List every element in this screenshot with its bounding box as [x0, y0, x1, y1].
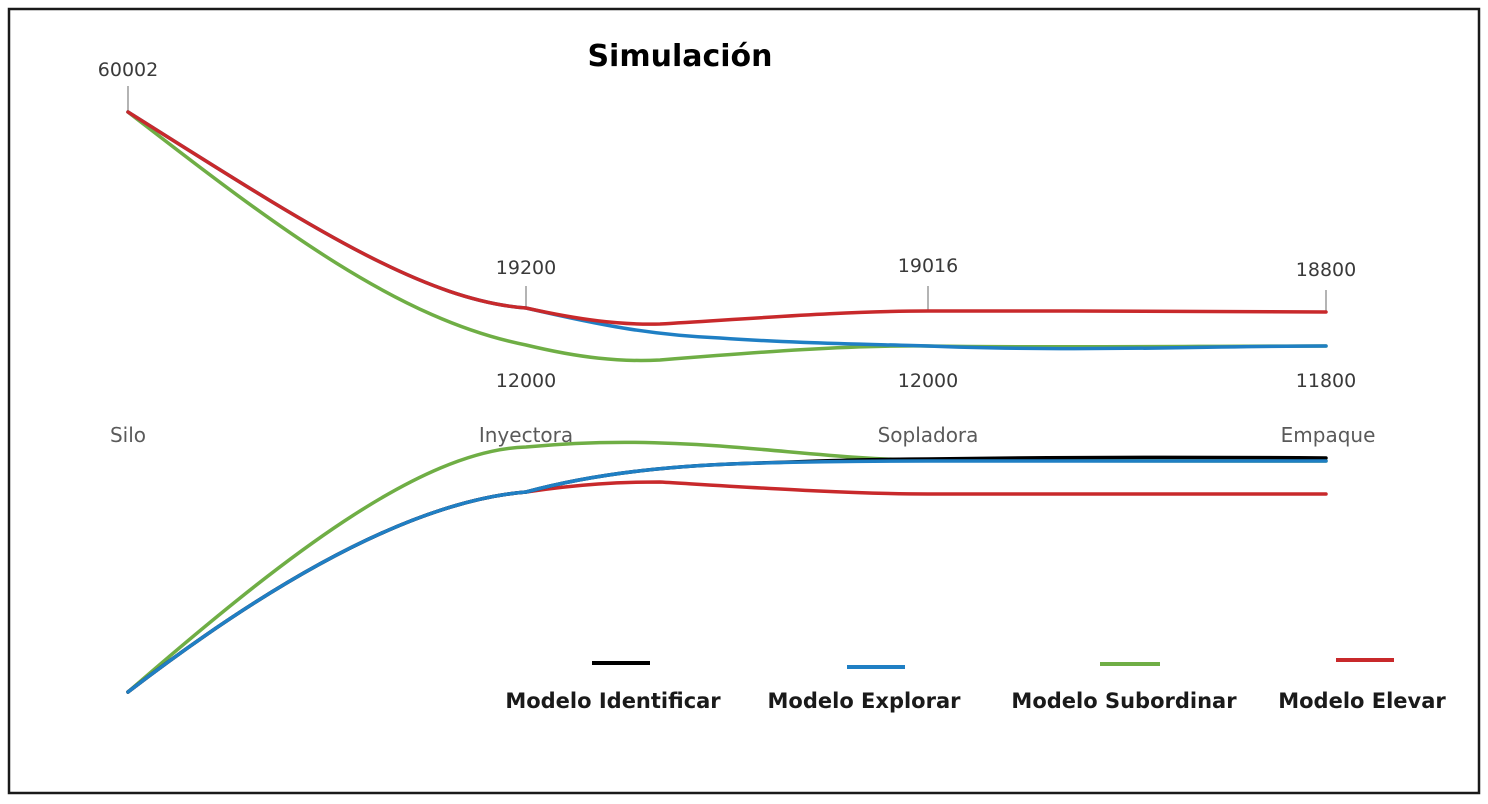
stage-label-silo: Silo [110, 423, 146, 447]
series-explorar-lower [126, 459, 1328, 694]
upper-label-empaque: 18800 [1296, 259, 1356, 281]
lower-label-empaque: 11800 [1296, 370, 1356, 392]
legend-label-explorar: Modelo Explorar [768, 689, 962, 713]
chart-frame [7, 7, 1481, 795]
chart-title: Simulación [587, 39, 772, 74]
legend-label-elevar: Modelo Elevar [1278, 689, 1446, 713]
legend-label-subordinar: Modelo Subordinar [1011, 689, 1237, 713]
series-elevar-upper [126, 110, 1328, 326]
upper-label-sopladora: 19016 [898, 255, 958, 277]
lower-label-inyectora: 12000 [496, 370, 556, 392]
legend: Modelo Identificar Modelo Explorar Model… [505, 658, 1446, 713]
stage-label-empaque: Empaque [1281, 423, 1376, 447]
stage-label-sopladora: Sopladora [878, 423, 979, 447]
legend-label-identificar: Modelo Identificar [505, 689, 721, 713]
lower-label-sopladora: 12000 [898, 370, 958, 392]
upper-label-silo: 60002 [98, 59, 158, 81]
upper-label-inyectora: 19200 [496, 257, 556, 279]
